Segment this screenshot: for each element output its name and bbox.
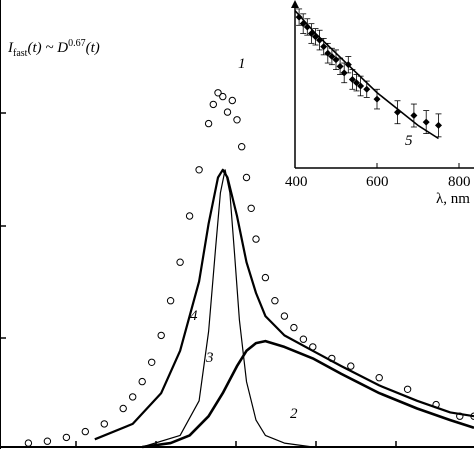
series-1-point (119, 404, 127, 413)
inset-background (294, 0, 474, 168)
main-series-group (24, 89, 474, 449)
series-1-point (261, 273, 270, 282)
inset-data-point (324, 49, 332, 57)
series-label-5: 5 (405, 133, 413, 149)
series-1-point (299, 335, 308, 343)
inset-data-point (357, 82, 365, 90)
inset-data-point (422, 118, 430, 126)
inset-y-arrow (291, 0, 299, 8)
inset-x-tick-label: 600 (366, 174, 389, 190)
inset-data-point (363, 85, 371, 93)
series-4-line (94, 168, 474, 441)
inset-data-point (295, 13, 303, 21)
series-1-point (209, 100, 218, 109)
series-1-point (223, 108, 232, 116)
series-1-point (228, 96, 237, 105)
series-1-point (62, 433, 71, 442)
formula-tail: (t) (86, 40, 100, 56)
formula-sub: fast (13, 48, 28, 59)
inset-data-point (328, 52, 336, 60)
series-1-point (81, 427, 90, 436)
series-label-4: 4 (190, 308, 198, 324)
series-1-point (347, 362, 355, 370)
series-1-point (242, 173, 251, 182)
series-label-3: 3 (205, 350, 214, 366)
inset-x-tick-label: 400 (285, 174, 308, 190)
series-1-point (247, 204, 255, 213)
inset-data-point (410, 112, 418, 120)
inset-fit-line (294, 10, 439, 140)
series-1-point (290, 323, 298, 332)
series-1-point (219, 92, 227, 101)
inset-x-axis-label: λ, nm (436, 191, 470, 207)
series-label-1: 1 (238, 56, 246, 72)
series-1-point (403, 385, 412, 393)
inset-x-tick-label: 800 (448, 174, 471, 190)
series-1-point (185, 212, 194, 220)
series-1-point (176, 258, 184, 266)
series-1-point (252, 235, 260, 243)
formula-mid: (t) ~ (27, 40, 57, 56)
inset-data-point (340, 69, 348, 77)
series-1-point (43, 437, 52, 445)
series-1-point (24, 439, 33, 447)
series-1-point (375, 374, 383, 382)
series-1-point (100, 420, 109, 428)
series-1-point (238, 143, 246, 151)
series-1-point (204, 119, 213, 128)
formula-sup: 0.67 (68, 38, 86, 49)
series-label-2: 2 (290, 406, 298, 422)
inset-series-group (294, 8, 442, 140)
inset-data-point (435, 121, 442, 129)
series-1-point (148, 358, 156, 366)
series-1-point (157, 331, 165, 340)
formula-i: I (7, 40, 14, 56)
formula-annotation: Ifast(t) ~ D0.67(t) (7, 38, 100, 59)
inset-data-point (320, 43, 328, 51)
series-1-point (195, 166, 203, 174)
formula-d: D (56, 40, 68, 56)
series-3-line (142, 169, 342, 448)
inset-data-point (373, 95, 381, 103)
series-1-point (271, 297, 279, 305)
series-1-point (214, 89, 222, 97)
series-1-point (280, 312, 289, 320)
series-1-point (138, 377, 146, 386)
inset-data-point (353, 79, 360, 87)
inset-data-point (348, 75, 356, 83)
inset-data-point (336, 62, 344, 70)
inset-chart: 400 600 800 λ, nm 5 (285, 0, 474, 207)
series-1-point (166, 297, 175, 305)
series-1-point (129, 393, 137, 401)
series-2-line (142, 339, 474, 449)
series-1-point (233, 116, 241, 124)
